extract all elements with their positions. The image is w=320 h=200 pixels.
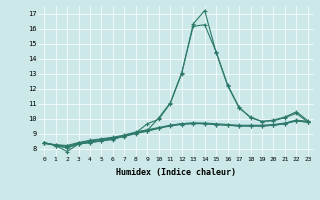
X-axis label: Humidex (Indice chaleur): Humidex (Indice chaleur) [116,168,236,177]
